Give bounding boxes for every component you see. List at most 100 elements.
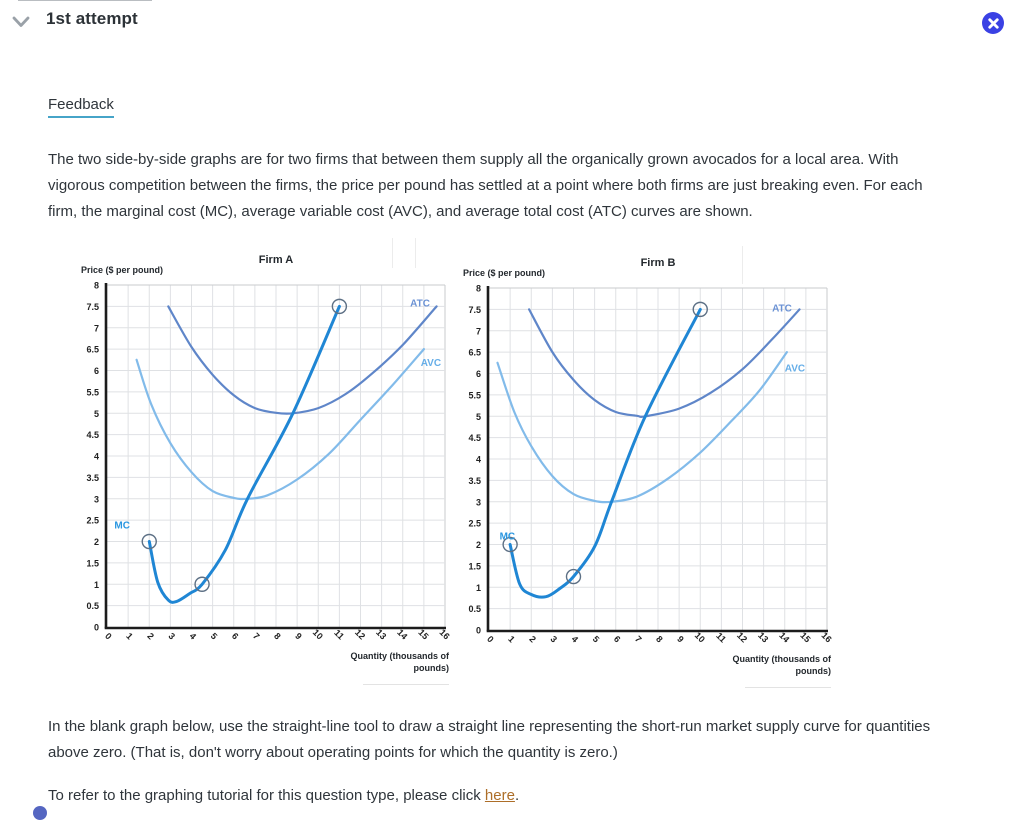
y-tick-label: 7.5 — [468, 305, 481, 315]
y-tick-label: 2 — [476, 540, 481, 550]
y-tick-label: 2.5 — [468, 519, 481, 529]
x-tick-label: 13 — [374, 627, 388, 641]
y-axis-label: Price ($ per pound) — [81, 265, 164, 275]
avc-curve — [496, 351, 788, 504]
x-tick-label: 11 — [332, 628, 346, 642]
y-tick-label: 7 — [476, 326, 481, 336]
x-tick-label: 12 — [735, 630, 749, 644]
chevron-down-glyph — [12, 16, 30, 27]
y-tick-label: 1.5 — [468, 561, 481, 571]
y-tick-label: 6 — [476, 369, 481, 379]
x-axis-label: Quantity (thousands of pounds) — [639, 653, 832, 677]
x-tick-label: 3 — [548, 634, 559, 645]
mc-curve — [147, 304, 341, 604]
y-tick-label: 2.5 — [86, 516, 99, 526]
x-tick-label: 12 — [353, 627, 367, 641]
partial-avatar-circle[interactable] — [33, 806, 47, 820]
x-tick-label: 0 — [485, 634, 496, 645]
x-tick-label: 5 — [591, 634, 602, 645]
tutorial-line: To refer to the graphing tutorial for th… — [48, 787, 519, 804]
x-tick-label: 9 — [675, 634, 686, 645]
y-tick-label: 5 — [94, 409, 99, 419]
firm-b-chart: Firm B Price ($ per pound) 8 7.5 7 6.5 6 5.5 5 4.… — [455, 253, 847, 705]
atc-curve-label: ATC — [410, 298, 430, 309]
x-tick-label: 7 — [251, 631, 262, 642]
atc-curve — [528, 308, 801, 418]
y-tick-label: 0.5 — [468, 604, 481, 614]
x-tick-label: 10 — [693, 630, 707, 644]
firm-a-chart: Firm A Price ($ per pound) 8 7.5 7 6.5 6 5.5 5 4.… — [73, 250, 465, 702]
x-tick-label: 4 — [188, 631, 199, 642]
divider-artifact — [415, 238, 416, 268]
y-tick-label: 3.5 — [86, 473, 99, 483]
y-tick-label: 5 — [476, 412, 481, 422]
x-tick-label: 2 — [145, 631, 156, 642]
top-divider — [18, 0, 152, 1]
tutorial-here-link[interactable]: here — [484, 787, 515, 804]
x-tick-label: 8 — [272, 631, 283, 642]
y-tick-label: 4.5 — [468, 433, 481, 443]
intro-paragraph: The two side-by-side graphs are for two … — [48, 151, 923, 220]
y-tick-label: 7 — [94, 323, 99, 333]
x-tick-label: 8 — [654, 634, 665, 645]
x-tick-label: 14 — [777, 630, 791, 644]
x-tick-label: 11 — [714, 631, 728, 645]
y-tick-label: 1 — [94, 580, 99, 590]
x-tick-label: 3 — [166, 631, 177, 642]
y-tick-label: 6.5 — [468, 348, 481, 358]
y-tick-label: 3.5 — [468, 476, 481, 486]
x-tick-label: 15 — [416, 627, 430, 641]
y-tick-label: 4 — [476, 455, 481, 465]
y-tick-label: 8 — [94, 281, 99, 291]
grid — [489, 287, 828, 630]
atc-curve-label: ATC — [772, 304, 792, 315]
atc-curve — [167, 305, 438, 415]
plot-svg: 87.576.565.554.543.532.521.510.500 1 2 3 4 5 6… — [468, 284, 833, 645]
mc-curve-label: MC — [114, 521, 130, 532]
close-button[interactable] — [982, 12, 1004, 34]
mc-curve-label: MC — [500, 531, 516, 542]
divider-artifact — [742, 246, 743, 284]
page-title: 1st attempt — [46, 9, 138, 28]
y-tick-label: 3 — [476, 497, 481, 507]
y-tick-label: 8 — [476, 284, 481, 294]
x-tick-label: 2 — [527, 634, 538, 645]
x-tick-label: 10 — [311, 627, 325, 641]
chevron-down-icon[interactable] — [11, 15, 31, 29]
x-axis-label-line: pounds) — [413, 663, 450, 673]
chart-title: Firm B — [640, 257, 676, 269]
operating-point-marker — [331, 298, 348, 315]
tutorial-text: To refer to the graphing tutorial for th… — [48, 787, 485, 804]
plot-svg: 87.576.565.554.543.532.521.510.500 1 2 3 4 5 6… — [86, 281, 452, 642]
x-axis-label-rule — [363, 684, 449, 685]
y-tick-label: 0.5 — [86, 601, 99, 611]
operating-point-marker — [194, 576, 210, 592]
x-tick-label: 1 — [506, 634, 517, 645]
x-tick-label: 16 — [438, 627, 452, 641]
x-tick-label: 0 — [103, 631, 114, 642]
x-tick-label: 4 — [570, 634, 581, 645]
x-tick-label: 6 — [612, 634, 623, 645]
x-tick-label: 15 — [798, 630, 812, 644]
x-axis-label-line: Quantity (thousands of — [350, 651, 450, 661]
y-axis-label: Price ($ per pound) — [463, 268, 546, 278]
instruction-paragraph: In the blank graph below, use the straig… — [48, 718, 931, 761]
feedback-link[interactable]: Feedback — [48, 96, 114, 118]
operating-point-marker — [565, 568, 582, 585]
y-tick-label: 0 — [94, 623, 99, 633]
tutorial-text-suffix: . — [514, 787, 520, 804]
mc-curve — [508, 307, 702, 599]
grid — [107, 284, 446, 627]
chart-title: Firm A — [258, 254, 294, 266]
avc-curve-label: AVC — [785, 363, 805, 374]
y-tick-label: 6.5 — [86, 345, 99, 355]
divider-artifact — [392, 238, 393, 268]
y-tick-label: 5.5 — [86, 387, 99, 397]
x-axis-label: Quantity (thousands of pounds) — [257, 650, 450, 674]
x-tick-label: 13 — [756, 630, 770, 644]
y-tick-label: 2 — [94, 537, 99, 547]
avc-curve — [135, 348, 425, 501]
avc-curve-label: AVC — [421, 358, 441, 369]
x-tick-label: 9 — [293, 631, 304, 642]
operating-point-marker — [502, 536, 518, 553]
